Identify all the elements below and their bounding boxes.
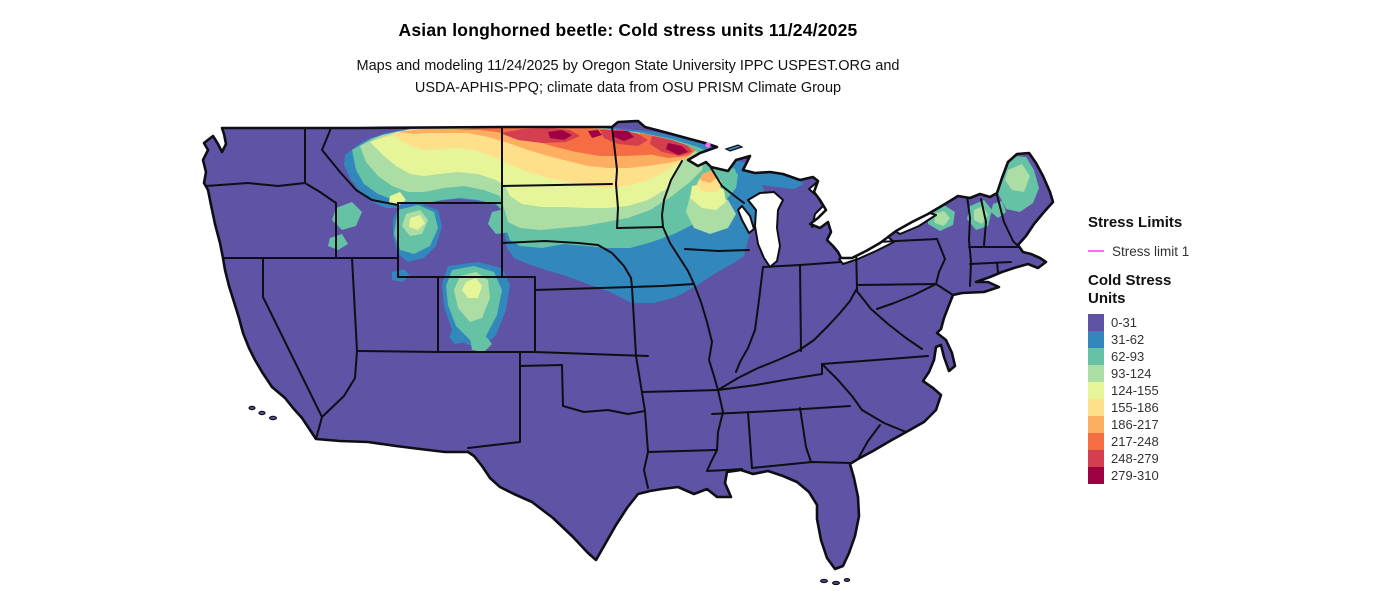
legend-class-swatch [1088,348,1104,365]
legend-class-swatch [1088,450,1104,467]
legend-class-label: 124-155 [1111,383,1159,398]
legend-class-row: 155-186 [1088,399,1378,416]
florida-key [819,578,828,584]
legend-class-swatch [1088,399,1104,416]
legend-class-row: 93-124 [1088,365,1378,382]
legend-class-swatch [1088,433,1104,450]
green-bay [737,205,755,234]
stress-limit-label: Stress limit 1 [1112,243,1190,259]
stress-limit-entry: Stress limit 1 [1088,243,1378,259]
legend-class-swatch [1088,365,1104,382]
legend-class-swatch [1088,467,1104,484]
legend-class-swatch [1088,416,1104,433]
channel-island [269,415,278,421]
legend-class-row: 248-279 [1088,450,1378,467]
page-title: Asian longhorned beetle: Cold stress uni… [398,20,858,40]
legend-class-label: 217-248 [1111,434,1159,449]
legend-class-row: 62-93 [1088,348,1378,365]
legend-class-row: 31-62 [1088,331,1378,348]
legend-class-swatch [1088,314,1104,331]
page-subtitle: Maps and modeling 11/24/2025 by Oregon S… [178,55,1078,99]
stress-limit-marker [705,142,711,148]
legend-class-swatch [1088,331,1104,348]
legend-class-label: 155-186 [1111,400,1159,415]
cold-stress-units-title: Cold Stress Units [1088,272,1172,307]
cold-stress-raster [328,127,1039,352]
us-cold-stress-map [185,115,1085,594]
stress-limit-line-swatch [1088,250,1104,252]
legend-class-row: 279-310 [1088,467,1378,484]
legend-class-row: 0-31 [1088,314,1378,331]
legend-class-swatch [1088,382,1104,399]
channel-island [248,405,256,411]
florida-key [843,577,851,582]
legend-class-label: 279-310 [1111,468,1159,483]
subtitle-line-1: Maps and modeling 11/24/2025 by Oregon S… [356,58,900,74]
map-svg [201,119,1055,586]
isle-royale [724,144,744,152]
subtitle-line-2: USDA-APHIS-PPQ; climate data from OSU PR… [414,80,842,96]
florida-key [831,580,840,586]
us-outline [201,119,1055,571]
lake-st-clair [828,235,836,243]
state-borders [205,126,1019,489]
legend-class-label: 0-31 [1111,315,1138,330]
channel-island [258,410,266,416]
cold-stress-classes: 0-31 31-62 62-93 93-124 124-155 155-186 186-21… [1088,314,1378,484]
legend-class-row: 217-248 [1088,433,1378,450]
legend: Stress Limits Stress limit 1 Cold Stress… [1088,214,1378,484]
stress-limits-title: Stress Limits [1088,214,1183,231]
legend-class-row: 124-155 [1088,382,1378,399]
legend-class-label: 62-93 [1111,349,1145,364]
legend-class-label: 31-62 [1111,332,1145,347]
legend-class-label: 248-279 [1111,451,1159,466]
legend-class-label: 93-124 [1111,366,1152,381]
band-279-310 [548,130,688,155]
lake-michigan [747,191,784,268]
legend-class-label: 186-217 [1111,417,1159,432]
legend-class-row: 186-217 [1088,416,1378,433]
header: Asian longhorned beetle: Cold stress uni… [178,0,1078,99]
islands [248,144,851,586]
